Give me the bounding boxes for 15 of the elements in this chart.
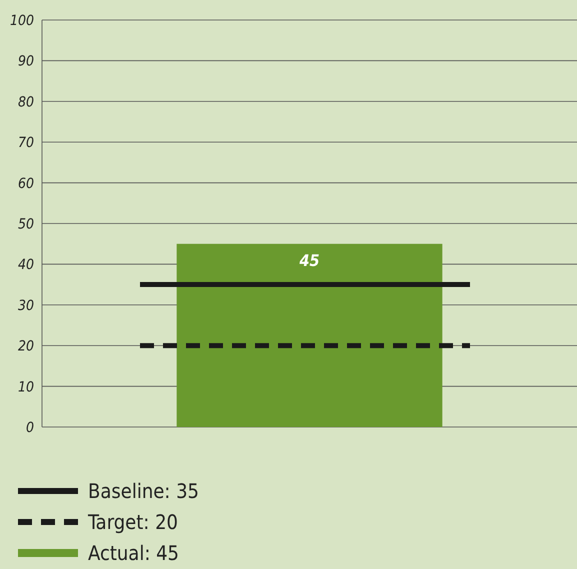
- y-tick-label: 90: [18, 54, 34, 70]
- y-tick-label: 50: [18, 216, 34, 232]
- legend-label: Target: 20: [87, 510, 178, 534]
- y-tick-label: 30: [18, 298, 34, 314]
- y-tick-label: 0: [26, 420, 34, 436]
- data-label: 45: [299, 250, 320, 270]
- y-tick-label: 80: [18, 94, 34, 110]
- y-tick-label: 20: [18, 338, 34, 355]
- y-tick-label: 40: [18, 257, 34, 274]
- y-tick-label: 60: [18, 176, 34, 192]
- y-tick-label: 10: [18, 379, 34, 396]
- legend-label: Actual: 45: [88, 541, 179, 565]
- y-tick-label: 70: [18, 135, 34, 152]
- y-tick-label: 100: [10, 13, 34, 29]
- legend-label: Baseline: 35: [88, 479, 199, 503]
